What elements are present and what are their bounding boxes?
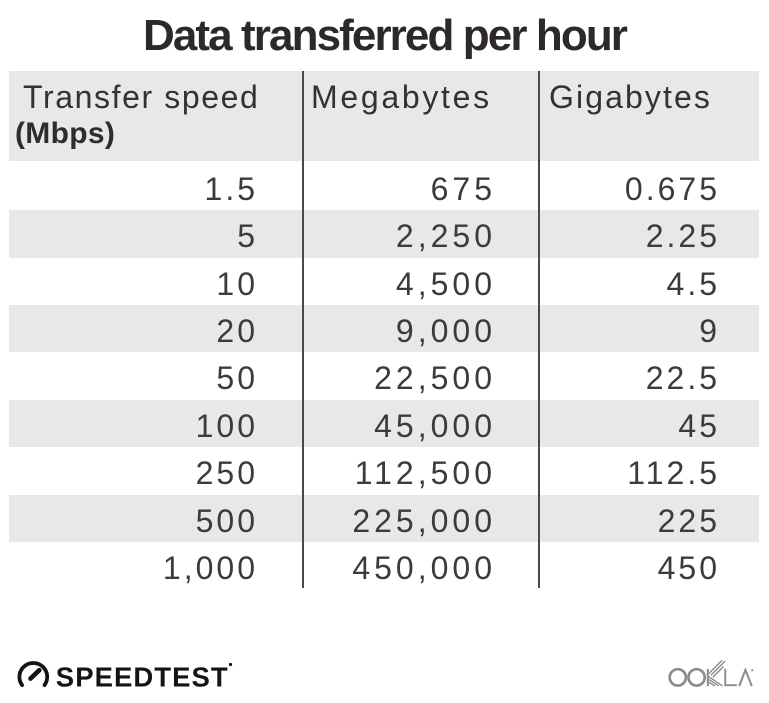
svg-text:SPEEDTEST: SPEEDTEST (56, 661, 229, 692)
